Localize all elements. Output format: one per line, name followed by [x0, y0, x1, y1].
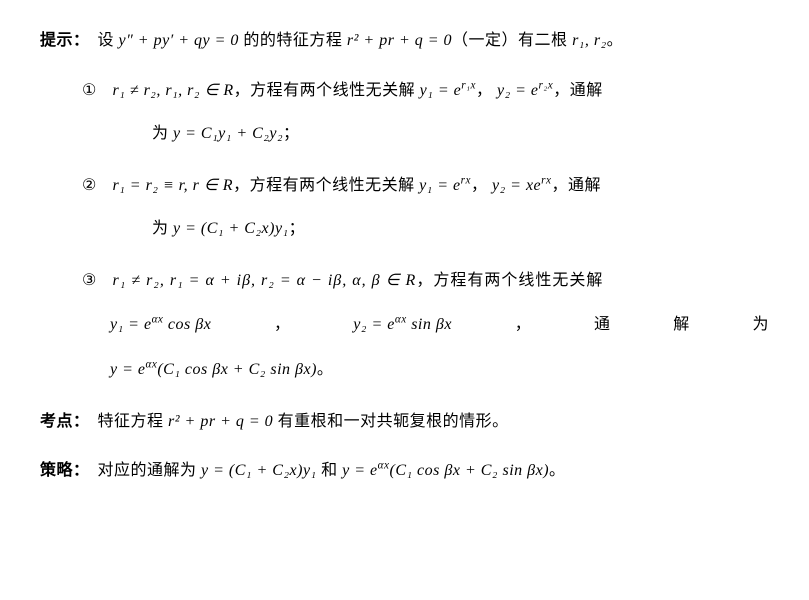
y2: y₂ = eαx sin βx [353, 312, 452, 338]
case-1: ① r₁ ≠ r₂, r₁, r₂ ∈ R，方程有两个线性无关解 y₁ = er… [82, 78, 769, 147]
cl-eq1: y = (C₁ + C₂x)y₁ [201, 462, 317, 479]
case-3-sol: y = eαx(C₁ cos βx + C₂ sin βx) [110, 361, 317, 378]
t: 对应的通解为 [98, 462, 202, 479]
t: 为 [152, 125, 173, 142]
y2: y₂ = xerx [492, 177, 552, 194]
t: ， [515, 312, 532, 338]
case-1-sol: y = C₁y₁ + C₂y₂ [173, 125, 283, 142]
y1: y₁ = eαx cos βx [110, 312, 211, 338]
celue-content: 对应的通解为 y = (C₁ + C₂x)y₁ 和 y = eαx(C₁ cos… [98, 458, 769, 484]
case-2-num: ② [82, 173, 108, 199]
case-2-cond: r₁ = r₂ ≡ r, r ∈ R [113, 177, 234, 194]
y2: y₂ = er₂x [497, 82, 553, 99]
case-1-line2: 为 y = C₁y₁ + C₂y₂； [152, 121, 769, 147]
case-3-cond: r₁ ≠ r₂, r₁ = α + iβ, r₂ = α − iβ, α, β … [113, 272, 417, 289]
t: ， [471, 177, 492, 194]
case-1-cond: r₁ ≠ r₂, r₁, r₂ ∈ R [113, 82, 234, 99]
kaodian-label: 考点： [40, 409, 90, 435]
t: 有重根和一对共轭复根的情形。 [273, 413, 509, 430]
t: 特征方程 [98, 413, 169, 430]
y1: y₁ = erx [419, 177, 471, 194]
t: ； [283, 125, 300, 142]
hint-row: 提示： 设 y″ + py′ + qy = 0 的的特征方程 r² + pr +… [40, 28, 769, 54]
case-1-num: ① [82, 78, 108, 104]
t: 解 [673, 312, 690, 338]
hint-content: 设 y″ + py′ + qy = 0 的的特征方程 r² + pr + q =… [98, 28, 769, 54]
t: ； [289, 220, 306, 237]
case-2-sol: y = (C₁ + C₂x)y₁ [173, 220, 289, 237]
case-3-num: ③ [82, 268, 108, 294]
celue-label: 策略： [40, 458, 90, 484]
t: 的的特征方程 [239, 32, 347, 49]
case-2: ② r₁ = r₂ ≡ r, r ∈ R，方程有两个线性无关解 y₁ = erx… [82, 173, 769, 242]
t: ，通解 [553, 82, 603, 99]
case-3-line2: y₁ = eαx cos βx ， y₂ = eαx sin βx ， 通 解 … [110, 312, 769, 338]
t: ，方程有两个线性无关解 [234, 82, 420, 99]
t: 通 [594, 312, 611, 338]
t: （一定）有二根 [452, 32, 572, 49]
t: ，方程有两个线性无关解 [416, 272, 603, 289]
t: 。 [317, 361, 334, 378]
case-2-line2: 为 y = (C₁ + C₂x)y₁； [152, 216, 769, 242]
case-3-line3: y = eαx(C₁ cos βx + C₂ sin βx)。 [110, 357, 769, 383]
case-3: ③ r₁ ≠ r₂, r₁ = α + iβ, r₂ = α − iβ, α, … [82, 268, 769, 383]
kaodian-row: 考点： 特征方程 r² + pr + q = 0 有重根和一对共轭复根的情形。 [40, 409, 769, 435]
kd-eq: r² + pr + q = 0 [168, 413, 273, 430]
hint-label: 提示： [40, 28, 90, 54]
roots: r₁, r₂ [572, 32, 607, 49]
cl-eq2: y = eαx(C₁ cos βx + C₂ sin βx) [342, 462, 549, 479]
celue-row: 策略： 对应的通解为 y = (C₁ + C₂x)y₁ 和 y = eαx(C₁… [40, 458, 769, 484]
eq-ode: y″ + py′ + qy = 0 [119, 32, 239, 49]
eq-char: r² + pr + q = 0 [347, 32, 452, 49]
t: ，方程有两个线性无关解 [233, 177, 419, 194]
kaodian-content: 特征方程 r² + pr + q = 0 有重根和一对共轭复根的情形。 [98, 409, 769, 435]
t: ， [476, 82, 497, 99]
t: 设 [98, 32, 119, 49]
y1: y₁ = er₁x [420, 82, 476, 99]
t: ，通解 [551, 177, 601, 194]
t: 。 [607, 32, 624, 49]
t: 。 [549, 462, 566, 479]
t: ， [274, 312, 291, 338]
t: 为 [752, 312, 769, 338]
t: 为 [152, 220, 173, 237]
t: 和 [317, 462, 343, 479]
